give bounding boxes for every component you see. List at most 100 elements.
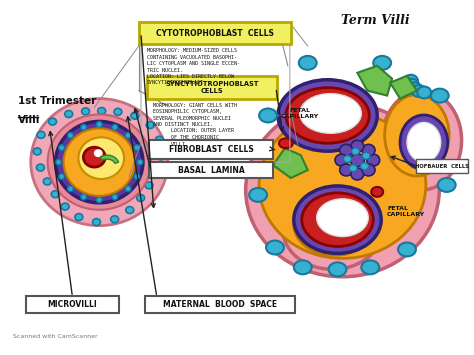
Ellipse shape — [134, 145, 140, 151]
Ellipse shape — [302, 193, 373, 246]
Ellipse shape — [114, 108, 122, 115]
Text: MICROVILLI: MICROVILLI — [47, 300, 97, 309]
Ellipse shape — [157, 153, 165, 160]
Ellipse shape — [146, 121, 154, 129]
Ellipse shape — [405, 79, 419, 91]
Ellipse shape — [48, 114, 151, 210]
Ellipse shape — [155, 136, 164, 143]
Ellipse shape — [78, 137, 124, 179]
Ellipse shape — [335, 154, 348, 166]
Ellipse shape — [400, 115, 447, 170]
Text: Villi: Villi — [18, 115, 40, 125]
Ellipse shape — [131, 112, 139, 119]
Text: LOCATION: OUTER LAYER
OF THE CHORIONIC
VILLI: LOCATION: OUTER LAYER OF THE CHORIONIC V… — [171, 129, 234, 147]
Ellipse shape — [259, 111, 426, 258]
FancyBboxPatch shape — [139, 22, 292, 44]
Ellipse shape — [125, 132, 131, 138]
Ellipse shape — [67, 186, 73, 192]
Ellipse shape — [344, 155, 352, 163]
Ellipse shape — [417, 87, 431, 98]
Ellipse shape — [37, 131, 45, 138]
Ellipse shape — [362, 152, 370, 159]
Ellipse shape — [134, 174, 140, 180]
Ellipse shape — [259, 109, 277, 122]
Ellipse shape — [246, 103, 439, 277]
Text: MATERNAL  BLOOD  SPACE: MATERNAL BLOOD SPACE — [164, 300, 277, 309]
FancyBboxPatch shape — [149, 140, 273, 159]
Text: 1st Trimester: 1st Trimester — [18, 95, 96, 105]
Text: FETAL
CAPILLARY: FETAL CAPILLARY — [281, 108, 319, 119]
Ellipse shape — [59, 174, 64, 180]
FancyBboxPatch shape — [146, 296, 295, 313]
Ellipse shape — [404, 75, 418, 87]
Ellipse shape — [51, 191, 59, 198]
Ellipse shape — [55, 159, 62, 165]
Ellipse shape — [408, 82, 422, 94]
Ellipse shape — [61, 203, 69, 210]
Ellipse shape — [31, 99, 168, 226]
Ellipse shape — [294, 194, 375, 256]
Ellipse shape — [33, 148, 41, 155]
Ellipse shape — [278, 80, 377, 151]
Ellipse shape — [137, 159, 143, 165]
Ellipse shape — [340, 144, 353, 156]
Ellipse shape — [279, 138, 293, 148]
Ellipse shape — [152, 169, 160, 175]
Polygon shape — [100, 155, 118, 163]
Text: Scanned with CamScanner: Scanned with CamScanner — [13, 334, 98, 339]
Ellipse shape — [340, 164, 353, 176]
Ellipse shape — [64, 129, 135, 196]
Ellipse shape — [382, 91, 462, 190]
Ellipse shape — [126, 207, 134, 214]
Ellipse shape — [361, 163, 369, 170]
Ellipse shape — [373, 56, 391, 70]
Ellipse shape — [112, 124, 118, 130]
FancyBboxPatch shape — [416, 159, 467, 173]
Polygon shape — [273, 148, 308, 178]
Ellipse shape — [299, 56, 317, 70]
Ellipse shape — [137, 195, 145, 201]
Ellipse shape — [362, 164, 375, 176]
Ellipse shape — [81, 124, 87, 130]
Ellipse shape — [352, 148, 359, 155]
Text: MORPHOLOGY: GIANT CELLS WITH
EOSINOPHILIC CYTOPLASM,
SEVERAL PLEOMORPHIC NUCLEI
: MORPHOLOGY: GIANT CELLS WITH EOSINOPHILI… — [153, 103, 237, 127]
Ellipse shape — [75, 214, 83, 220]
Ellipse shape — [286, 88, 369, 143]
Ellipse shape — [349, 165, 357, 172]
Ellipse shape — [55, 121, 143, 203]
Ellipse shape — [351, 168, 364, 180]
Ellipse shape — [384, 95, 449, 176]
Ellipse shape — [94, 149, 103, 157]
Text: Term Villi: Term Villi — [341, 14, 410, 27]
Ellipse shape — [438, 178, 456, 192]
Ellipse shape — [362, 144, 375, 156]
Ellipse shape — [328, 262, 346, 276]
Ellipse shape — [351, 140, 364, 152]
Ellipse shape — [412, 85, 426, 97]
Ellipse shape — [98, 108, 106, 114]
Text: LOCATION: LIES DIRECTLY BELOW
SYNCYTIOTROPHOBLAST: LOCATION: LIES DIRECTLY BELOW SYNCYTIOTR… — [147, 74, 234, 85]
FancyBboxPatch shape — [147, 76, 277, 99]
Ellipse shape — [81, 194, 87, 200]
FancyBboxPatch shape — [26, 296, 118, 313]
Ellipse shape — [59, 145, 64, 151]
Text: FIBROBLAST  CELLS: FIBROBLAST CELLS — [169, 145, 254, 154]
Ellipse shape — [361, 260, 379, 274]
Ellipse shape — [300, 94, 361, 133]
Ellipse shape — [96, 121, 102, 127]
Ellipse shape — [283, 190, 382, 269]
Ellipse shape — [36, 164, 45, 171]
Ellipse shape — [266, 241, 284, 255]
Ellipse shape — [431, 89, 449, 103]
Ellipse shape — [317, 199, 368, 236]
Ellipse shape — [43, 178, 51, 185]
Ellipse shape — [294, 186, 381, 253]
Ellipse shape — [65, 110, 73, 118]
Ellipse shape — [92, 219, 100, 225]
Text: FETAL
CAPILLARY: FETAL CAPILLARY — [387, 206, 425, 217]
Ellipse shape — [398, 242, 416, 256]
Ellipse shape — [82, 108, 90, 115]
Ellipse shape — [371, 187, 383, 197]
Ellipse shape — [125, 186, 131, 192]
Ellipse shape — [249, 188, 267, 202]
